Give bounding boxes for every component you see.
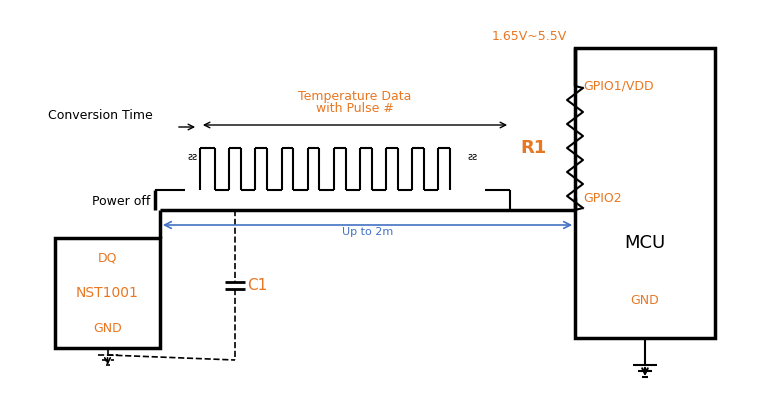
Text: with Pulse #: with Pulse # <box>316 102 394 115</box>
Text: Up to 2m: Up to 2m <box>342 227 393 237</box>
Text: MCU: MCU <box>625 234 666 252</box>
Text: GPIO2: GPIO2 <box>583 191 622 204</box>
Text: R1: R1 <box>521 139 547 157</box>
Text: 1.65V~5.5V: 1.65V~5.5V <box>492 30 567 43</box>
Bar <box>575 48 715 338</box>
Text: Power off: Power off <box>92 195 150 208</box>
Text: GND: GND <box>631 293 660 306</box>
Bar <box>55 238 160 348</box>
Text: DQ: DQ <box>98 252 117 264</box>
Text: GPIO1/VDD: GPIO1/VDD <box>583 79 653 93</box>
Text: GND: GND <box>93 322 122 335</box>
Text: NST1001: NST1001 <box>76 286 139 300</box>
Text: Temperature Data: Temperature Data <box>298 90 412 103</box>
Text: ƨƨ: ƨƨ <box>187 152 197 162</box>
Text: C1: C1 <box>247 278 267 293</box>
Text: ƨƨ: ƨƨ <box>467 152 477 162</box>
Text: Conversion Time: Conversion Time <box>47 109 152 122</box>
